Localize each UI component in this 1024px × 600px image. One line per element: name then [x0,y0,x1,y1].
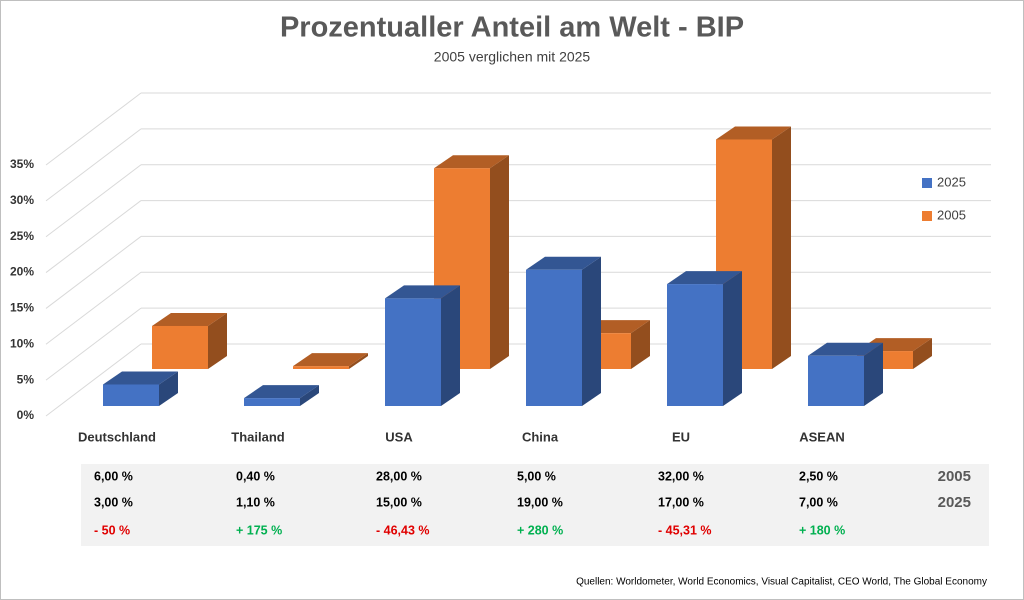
bar-side [913,338,932,369]
grid-line [45,128,142,202]
x-tick-label: USA [385,429,413,444]
bar-top [293,353,368,367]
bar [152,325,208,369]
table-row-label: 2025 [938,494,971,511]
bar-top [152,312,227,326]
grid-line [45,343,142,417]
table-cell: - 50 % [94,523,130,537]
table-cell: 7,00 % [799,495,838,509]
bar-top [244,385,319,399]
grid-line [45,236,142,309]
bar-top [808,342,883,356]
bar-side [582,256,601,406]
table-cell: - 46,43 % [376,523,430,537]
x-tick-label: China [522,429,559,444]
grid-line [45,164,142,238]
table-cell: + 180 % [799,523,845,537]
bar-top [716,126,791,140]
chart-title: Prozentualler Anteil am Welt - BIP [280,12,744,44]
x-tick-label: Thailand [231,429,285,444]
source: Quellen: Worldometer, World Economics, V… [576,577,987,588]
bar-side [441,285,460,406]
table-cell: 32,00 % [658,469,704,483]
bar-side [490,155,509,369]
table-row-label: 2005 [938,468,971,485]
chart-subtitle: 2005 verglichen mit 2025 [434,49,591,65]
y-tick-label: 10% [10,336,34,350]
bar [103,384,159,406]
table-cell: + 280 % [517,523,563,537]
y-tick-label: 0% [17,408,35,422]
table-cell: 3,00 % [94,495,133,509]
bar-side [159,371,178,406]
bar-top [667,271,742,285]
y-tick-label: 35% [10,157,34,171]
legend-label: 2005 [937,207,966,222]
bar-top [526,256,601,270]
table-cell: 15,00 % [376,495,422,509]
bar [244,398,300,406]
legend-swatch [922,211,932,221]
bar [667,284,723,406]
table-cell: - 45,31 % [658,523,712,537]
bar-side [208,312,227,369]
table-cell: 6,00 % [94,469,133,483]
x-tick-label: ASEAN [799,429,845,444]
table-cell: 2,50 % [799,469,838,483]
bar [808,355,864,406]
bar-side [864,342,883,406]
bar-side [631,320,650,369]
bar-top [103,371,178,385]
table-cell: 19,00 % [517,495,563,509]
y-tick-label: 20% [10,265,34,279]
bar [385,298,441,406]
table-cell: + 175 % [236,523,282,537]
table-cell: 5,00 % [517,469,556,483]
y-tick-label: 15% [10,301,34,315]
bar-top [434,155,509,169]
table-background [81,464,989,546]
table-cell: 17,00 % [658,495,704,509]
y-tick-label: 25% [10,229,34,243]
bar-side [300,385,319,406]
y-tick-label: 30% [10,193,34,207]
legend-swatch [922,178,932,188]
legend-label: 2025 [937,174,966,189]
grid-line [45,200,142,273]
bar [293,366,349,369]
grid-line [45,271,142,345]
bar-side [349,353,368,369]
table-cell: 28,00 % [376,469,422,483]
table-cell: 0,40 % [236,469,275,483]
x-tick-label: Deutschland [78,429,156,444]
bar-side [723,271,742,406]
table-cell: 1,10 % [236,495,275,509]
x-tick-label: EU [672,429,690,444]
y-tick-label: 5% [17,372,35,386]
grid-line [45,92,142,166]
grid-line [45,307,142,381]
bar [526,269,582,406]
bar-top [385,285,460,299]
bar-side [772,126,791,369]
